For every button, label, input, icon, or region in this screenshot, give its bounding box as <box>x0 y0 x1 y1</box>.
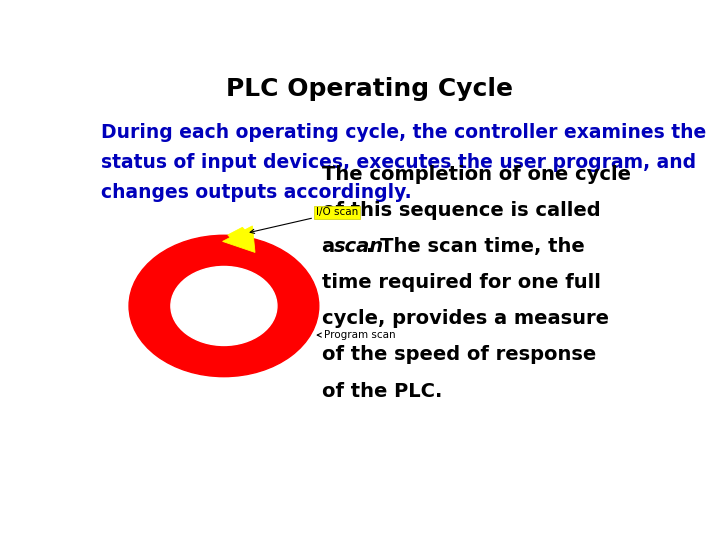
Text: of the PLC.: of the PLC. <box>322 382 442 401</box>
Circle shape <box>171 266 277 346</box>
Text: scan: scan <box>334 237 384 256</box>
Text: time required for one full: time required for one full <box>322 273 600 292</box>
Circle shape <box>129 235 319 377</box>
Text: cycle, provides a measure: cycle, provides a measure <box>322 309 608 328</box>
FancyArrow shape <box>222 226 255 252</box>
Text: The completion of one cycle: The completion of one cycle <box>322 165 631 184</box>
Text: of the speed of response: of the speed of response <box>322 346 596 365</box>
Text: . The scan time, the: . The scan time, the <box>366 237 585 256</box>
Text: Program scan: Program scan <box>318 330 396 340</box>
Text: of this sequence is called: of this sequence is called <box>322 201 600 220</box>
Text: status of input devices, executes the user program, and: status of input devices, executes the us… <box>101 153 696 172</box>
Text: PLC Operating Cycle: PLC Operating Cycle <box>225 77 513 102</box>
Text: During each operating cycle, the controller examines the: During each operating cycle, the control… <box>101 123 706 142</box>
Text: a: a <box>322 237 341 256</box>
Text: changes outputs accordingly.: changes outputs accordingly. <box>101 183 412 202</box>
Text: I/O scan: I/O scan <box>250 207 359 233</box>
